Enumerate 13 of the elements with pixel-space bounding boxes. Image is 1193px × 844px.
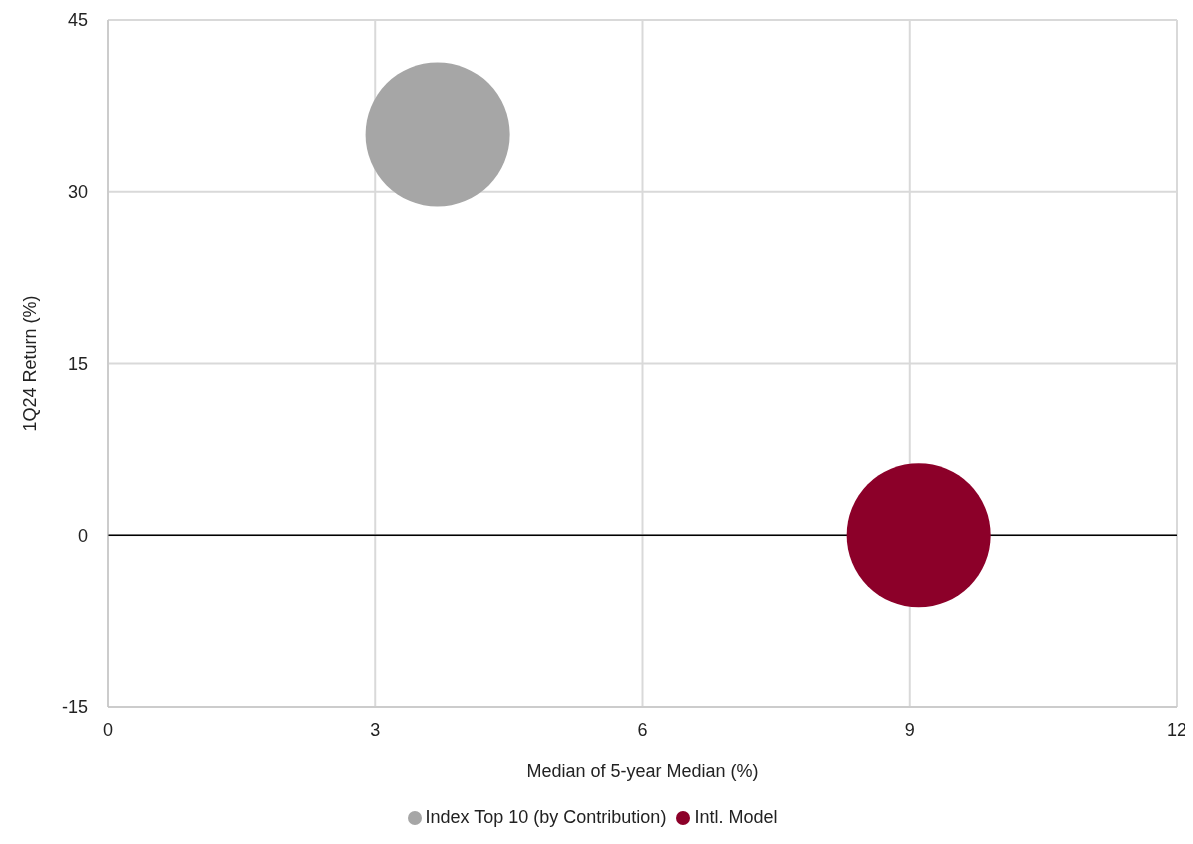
y-tick-label: 15	[67, 353, 88, 374]
x-axis-title: Median of 5-year Median (%)	[526, 761, 759, 781]
y-tick-label: 45	[67, 10, 88, 31]
x-tick-label: 0	[102, 719, 114, 740]
x-tick-label: 9	[904, 719, 915, 740]
x-tick-label: 3	[370, 719, 381, 740]
y-tick-label: -15	[61, 697, 88, 718]
y-tick-label: 0	[77, 525, 88, 546]
y-tick-label: 30	[67, 182, 88, 203]
x-tick-label: 6	[637, 719, 648, 740]
legend-label: Intl. Model	[694, 807, 778, 827]
y-axis-title: 1Q24 Return (%)	[20, 295, 41, 432]
legend-label: Index Top 10 (by Contribution)	[425, 807, 667, 827]
